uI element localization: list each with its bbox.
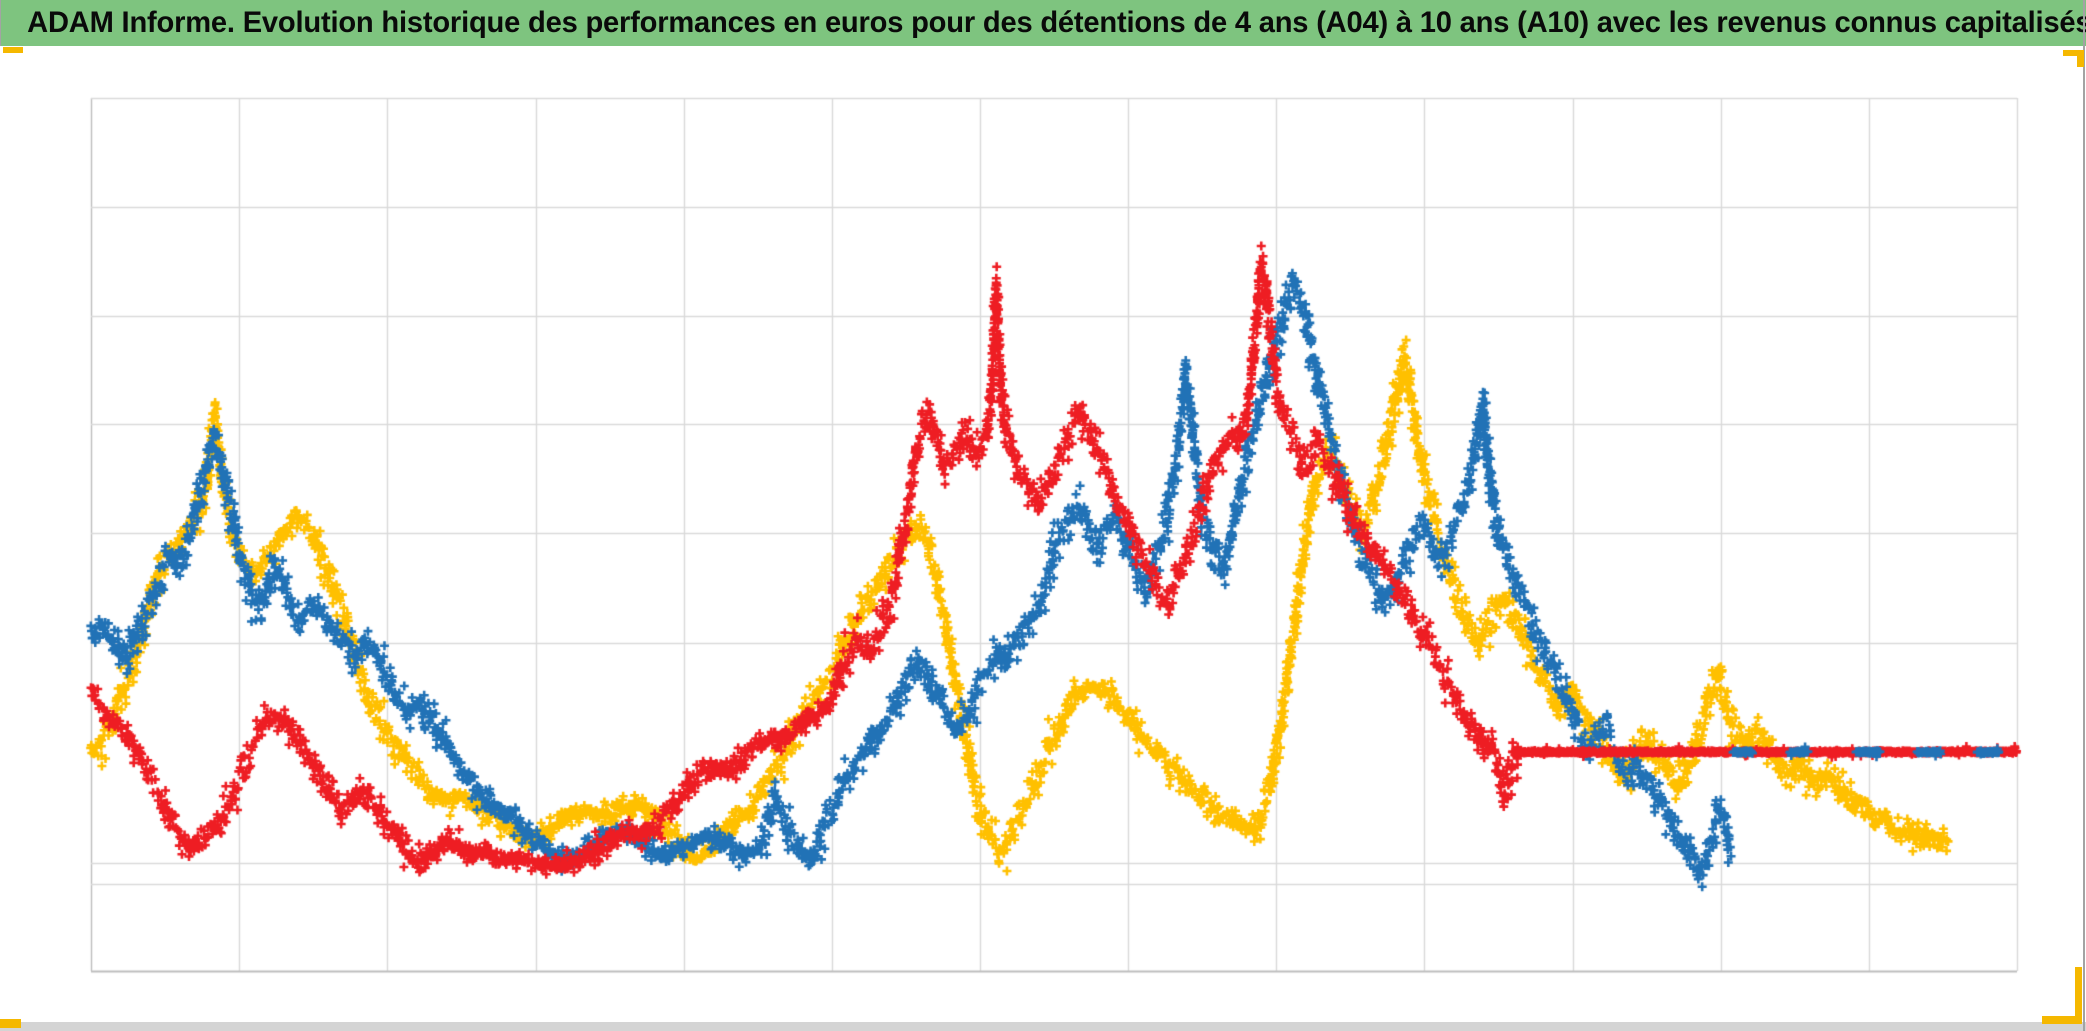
corner-accent-bottom-right [2042, 1016, 2082, 1024]
bottom-strip [0, 1022, 2086, 1031]
corner-accent-bottom-right-vertical [2075, 967, 2082, 1024]
title-bar: ADAM Informe. Evolution historique des p… [0, 0, 2086, 46]
corner-accent-top-right [2063, 50, 2084, 56]
corner-accent-bottom-left [0, 1019, 21, 1028]
corner-accent-top-left [3, 47, 23, 53]
page-title: ADAM Informe. Evolution historique des p… [27, 6, 2086, 39]
corner-accent-top-right-vertical [2077, 50, 2084, 67]
left-edge-line [0, 0, 1, 46]
right-edge-line [2083, 0, 2085, 1031]
